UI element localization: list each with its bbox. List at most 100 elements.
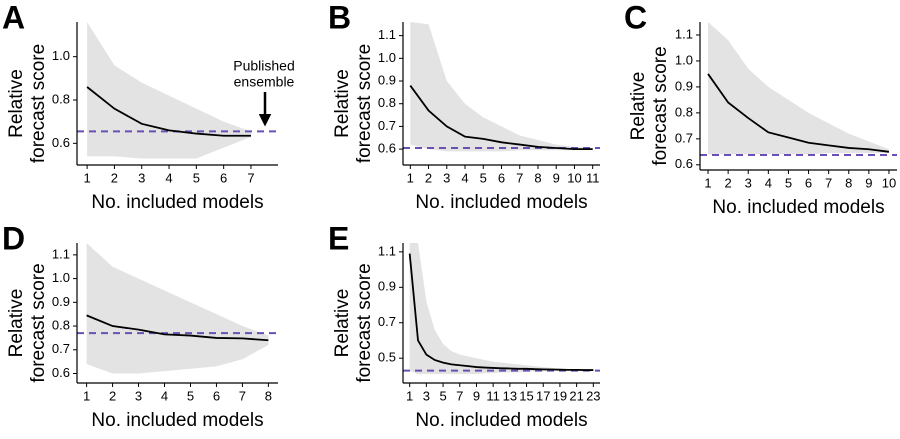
y-tick-label: 0.6: [378, 141, 396, 156]
x-axis-label: No. included models: [415, 192, 587, 213]
x-tick-label: 10: [567, 170, 581, 185]
y-tick-label: 1.0: [675, 52, 693, 67]
y-tick-label: 0.5: [378, 350, 396, 365]
x-tick-label: 5: [193, 170, 200, 185]
y-tick-label: 1.0: [52, 48, 70, 63]
y-tick-label: 0.7: [52, 341, 70, 356]
x-tick-label: 6: [213, 388, 220, 403]
x-tick-label: 3: [135, 388, 142, 403]
y-tick-label: 1.0: [378, 50, 396, 65]
y-tick-label: 1.1: [675, 26, 693, 41]
x-tick-label: 4: [165, 170, 172, 185]
x-tick-label: 1: [83, 388, 90, 403]
x-tick-label: 3: [423, 388, 430, 403]
x-axis-label: No. included models: [91, 410, 263, 431]
x-tick-label: 11: [586, 170, 600, 185]
x-tick-label: 7: [456, 388, 463, 403]
mean-line: [409, 85, 593, 151]
x-tick-label: 1: [704, 175, 711, 190]
x-tick-label: 7: [516, 170, 523, 185]
x-tick-label: 3: [138, 170, 145, 185]
x-tick-label: 8: [534, 170, 541, 185]
x-axis-label: No. included models: [91, 192, 263, 213]
y-tick-label: 1.1: [378, 243, 396, 258]
y-tick-label: 0.7: [675, 130, 693, 145]
y-tick-label: 0.8: [378, 95, 396, 110]
y-tick-label: 1.1: [378, 27, 396, 42]
x-tick-label: 19: [553, 388, 567, 403]
y-axis-label: Relative: [6, 69, 27, 138]
mean-line: [86, 314, 269, 342]
x-tick-label: 1: [407, 170, 414, 185]
x-tick-label: 17: [536, 388, 550, 403]
y-tick-label: 0.8: [52, 317, 70, 332]
x-tick-label: 9: [473, 388, 480, 403]
x-tick-label: 2: [111, 170, 118, 185]
panel-letter: D: [2, 220, 25, 256]
x-tick-label: 1: [83, 170, 90, 185]
y-axis-label: Relative: [628, 72, 649, 141]
y-tick-label: 0.6: [52, 135, 70, 150]
y-tick-label: 0.9: [675, 78, 693, 93]
y-tick-label: 0.9: [52, 294, 70, 309]
uncertainty-band: [410, 22, 593, 152]
uncertainty-band: [409, 243, 594, 375]
y-tick-label: 0.7: [378, 314, 396, 329]
y-axis-label: Relative: [332, 69, 353, 138]
x-tick-label: 3: [745, 175, 752, 190]
annotation: Published: [233, 58, 295, 74]
x-tick-label: 8: [845, 175, 852, 190]
x-tick-label: 7: [239, 388, 246, 403]
x-tick-label: 21: [569, 388, 583, 403]
x-tick-label: 8: [265, 388, 272, 403]
y-axis-label: forecast score: [28, 44, 49, 163]
y-tick-label: 0.9: [378, 72, 396, 87]
uncertainty-band: [86, 243, 269, 374]
x-axis-label: No. included models: [712, 197, 884, 218]
y-tick-label: 1.1: [52, 246, 70, 261]
uncertainty-band: [708, 22, 889, 155]
x-tick-label: 6: [498, 170, 505, 185]
x-tick-label: 5: [439, 388, 446, 403]
y-tick-label: 0.8: [52, 91, 70, 106]
panel-letter: E: [328, 220, 349, 256]
x-tick-label: 9: [553, 170, 560, 185]
y-tick-label: 1.0: [52, 270, 70, 285]
panel-letter: A: [2, 0, 25, 35]
x-tick-label: 6: [805, 175, 812, 190]
x-tick-label: 1: [406, 388, 413, 403]
x-tick-label: 9: [865, 175, 872, 190]
y-axis-label: Relative: [332, 289, 353, 358]
x-tick-label: 2: [425, 170, 432, 185]
panel-letter: B: [328, 0, 351, 35]
y-axis-label: forecast score: [354, 263, 375, 382]
x-tick-label: 3: [443, 170, 450, 185]
uncertainty-band: [87, 22, 251, 159]
y-axis-label: forecast score: [28, 263, 49, 382]
mean-line: [408, 253, 594, 371]
x-tick-label: 13: [503, 388, 517, 403]
x-tick-label: 10: [882, 175, 896, 190]
annotation: ensemble: [234, 74, 295, 90]
x-tick-label: 4: [161, 388, 168, 403]
x-tick-label: 7: [825, 175, 832, 190]
x-tick-label: 15: [519, 388, 533, 403]
x-tick-label: 5: [480, 170, 487, 185]
x-tick-label: 23: [586, 388, 600, 403]
y-tick-label: 0.6: [52, 365, 70, 380]
y-axis-label: forecast score: [354, 44, 375, 163]
y-tick-label: 0.8: [675, 104, 693, 119]
x-tick-label: 7: [247, 170, 254, 185]
y-axis-label: forecast score: [650, 46, 671, 165]
x-tick-label: 4: [765, 175, 772, 190]
y-tick-label: 0.6: [675, 156, 693, 171]
x-tick-label: 5: [187, 388, 194, 403]
mean-line: [707, 73, 890, 153]
mean-line: [86, 86, 251, 137]
x-tick-label: 5: [785, 175, 792, 190]
x-tick-label: 2: [725, 175, 732, 190]
y-tick-label: 0.9: [378, 279, 396, 294]
y-tick-label: 0.7: [378, 118, 396, 133]
x-tick-label: 6: [220, 170, 227, 185]
